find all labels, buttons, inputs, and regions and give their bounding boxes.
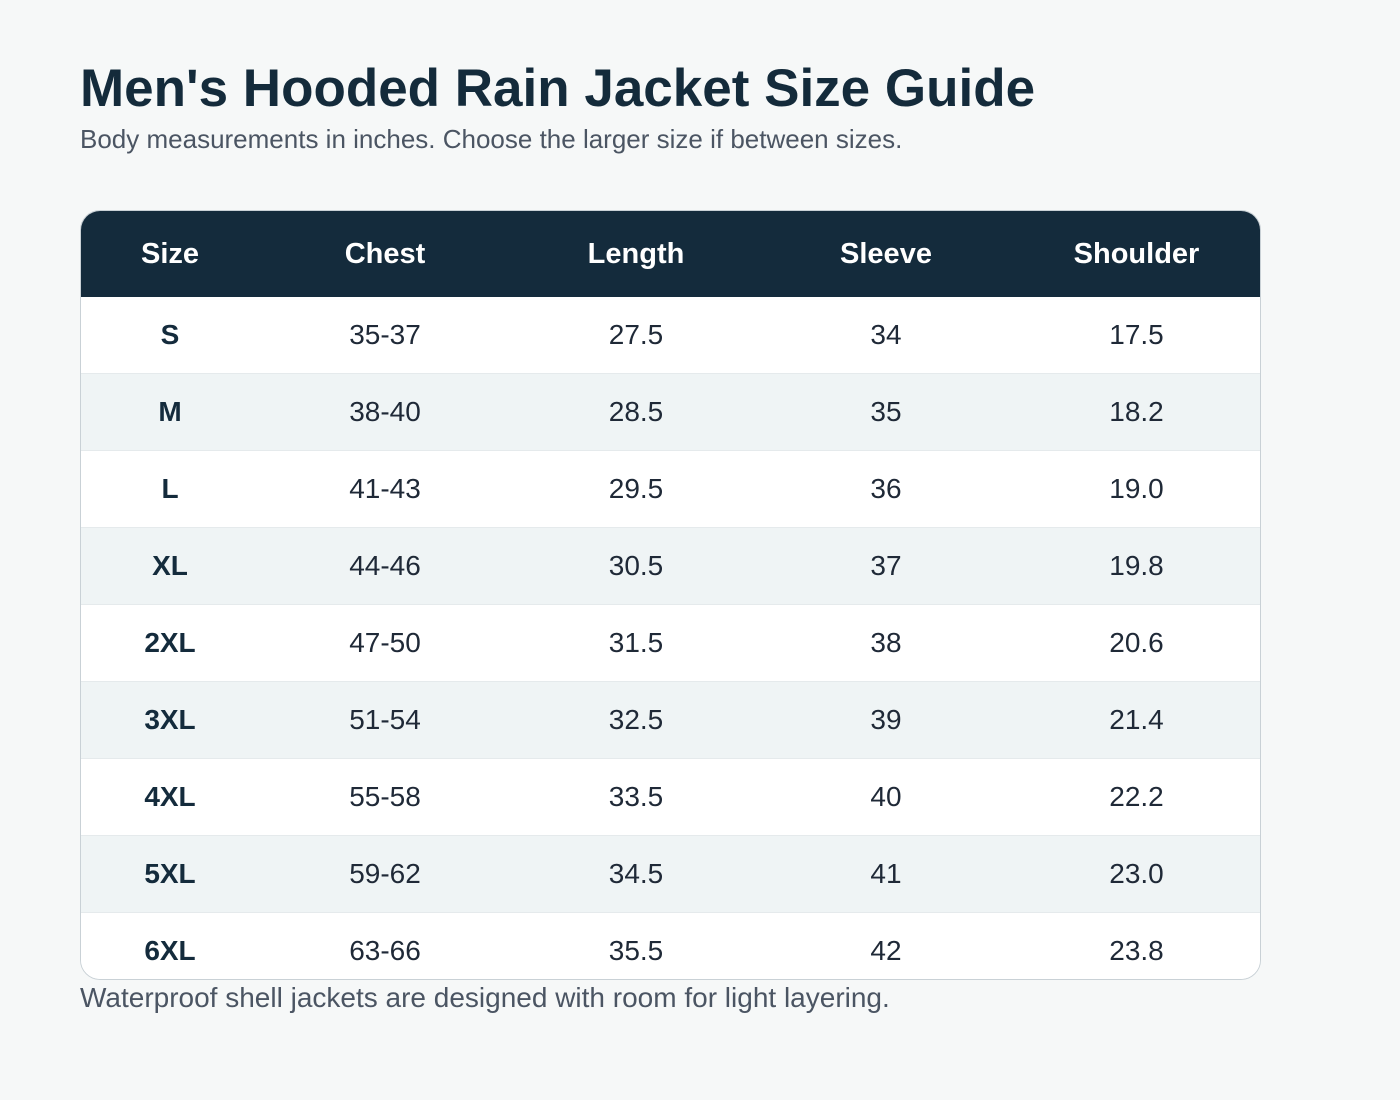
length-cell: 33.5 — [511, 758, 761, 836]
table-header: Size Chest Length Sleeve Shoulder — [81, 211, 1260, 297]
length-cell: 30.5 — [511, 527, 761, 605]
length-cell: 28.5 — [511, 373, 761, 451]
chest-cell: 38-40 — [259, 373, 511, 451]
table-row: 6XL 63-66 35.5 42 23.8 — [81, 912, 1260, 979]
chest-cell: 63-66 — [259, 912, 511, 979]
chest-cell: 47-50 — [259, 604, 511, 682]
sleeve-cell: 37 — [761, 527, 1011, 605]
sleeve-cell: 38 — [761, 604, 1011, 682]
chest-cell: 35-37 — [349, 319, 421, 350]
page-title: Men's Hooded Rain Jacket Size Guide — [80, 59, 1036, 118]
size-cell: S — [160, 319, 180, 350]
length-cell: 27.5 — [608, 319, 664, 350]
header-shoulder: Shoulder — [1073, 237, 1200, 270]
size-cell: 5XL — [81, 835, 259, 913]
chest-cell: 41-43 — [259, 450, 511, 528]
length-cell: 34.5 — [511, 835, 761, 913]
table-row: 3XL 51-54 32.5 39 21.4 — [81, 681, 1260, 759]
sleeve-cell: 42 — [761, 912, 1011, 979]
size-guide-page: Men's Hooded Rain Jacket Size Guide Body… — [80, 58, 1261, 980]
length-cell: 35.5 — [511, 912, 761, 979]
sleeve-cell: 39 — [761, 681, 1011, 759]
table-row: 4XL 55-58 33.5 40 22.2 — [81, 758, 1260, 836]
shoulder-cell: 17.5 — [1109, 319, 1164, 350]
size-cell: XL — [81, 527, 259, 605]
table-header-row: Size Chest Length Sleeve Shoulder — [81, 211, 1260, 297]
chest-cell: 44-46 — [259, 527, 511, 605]
length-cell: 32.5 — [511, 681, 761, 759]
table-row: XL 44-46 30.5 37 19.8 — [81, 527, 1260, 605]
sleeve-cell: 40 — [761, 758, 1011, 836]
sleeve-cell: 35 — [761, 373, 1011, 451]
sleeve-cell: 41 — [761, 835, 1011, 913]
size-cell: M — [81, 373, 259, 451]
chest-cell: 59-62 — [259, 835, 511, 913]
size-cell: 6XL — [81, 912, 259, 979]
table-row: L 41-43 29.5 36 19.0 — [81, 450, 1260, 528]
shoulder-cell: 22.2 — [1011, 758, 1260, 836]
size-cell: 4XL — [81, 758, 259, 836]
size-cell: L — [81, 450, 259, 528]
shoulder-cell: 23.0 — [1011, 835, 1260, 913]
size-table-container: Size Chest Length Sleeve Shoulder S 35-3… — [80, 210, 1261, 980]
size-cell: 2XL — [81, 604, 259, 682]
length-cell: 31.5 — [511, 604, 761, 682]
size-table: Size Chest Length Sleeve Shoulder S 35-3… — [81, 211, 1260, 979]
header-length: Length — [587, 237, 685, 270]
size-cell: 3XL — [81, 681, 259, 759]
table-row: M 38-40 28.5 35 18.2 — [81, 373, 1260, 451]
shoulder-cell: 19.8 — [1011, 527, 1260, 605]
chest-cell: 55-58 — [259, 758, 511, 836]
sleeve-cell: 36 — [761, 450, 1011, 528]
header-chest: Chest — [344, 237, 426, 270]
chest-cell: 51-54 — [259, 681, 511, 759]
header-sleeve: Sleeve — [840, 237, 932, 270]
shoulder-cell: 19.0 — [1011, 450, 1260, 528]
footnote: Waterproof shell jackets are designed wi… — [80, 982, 890, 1013]
header-size: Size — [140, 237, 200, 270]
shoulder-cell: 21.4 — [1011, 681, 1260, 759]
shoulder-cell: 23.8 — [1011, 912, 1260, 979]
table-row: 5XL 59-62 34.5 41 23.0 — [81, 835, 1260, 913]
shoulder-cell: 18.2 — [1011, 373, 1260, 451]
page-subtitle: Body measurements in inches. Choose the … — [80, 124, 903, 154]
table-row: S 35-37 27.5 34 17.5 — [81, 297, 1260, 374]
sleeve-cell: 34 — [870, 319, 902, 350]
table-body: S 35-37 27.5 34 17.5 M 38-40 28.5 35 18.… — [81, 297, 1260, 979]
shoulder-cell: 20.6 — [1011, 604, 1260, 682]
length-cell: 29.5 — [511, 450, 761, 528]
table-row: 2XL 47-50 31.5 38 20.6 — [81, 604, 1260, 682]
